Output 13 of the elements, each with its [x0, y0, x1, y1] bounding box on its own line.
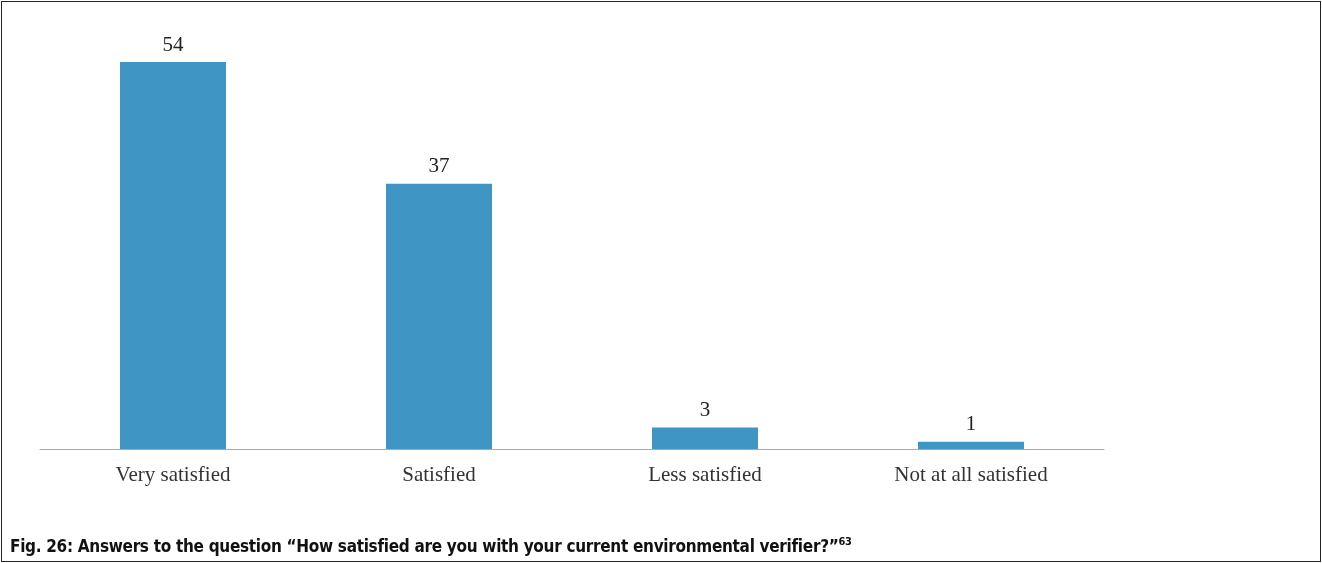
- data-label: 1: [965, 411, 977, 436]
- x-tick-label: Not at all satisfied: [894, 461, 1049, 486]
- x-tick-label: Satisfied: [402, 461, 477, 486]
- bar: [652, 427, 758, 449]
- data-label: 37: [428, 153, 450, 178]
- bar: [918, 441, 1024, 449]
- x-tick-label: Less satisfied: [648, 461, 763, 486]
- data-label: 3: [699, 397, 711, 421]
- bar: [120, 62, 226, 449]
- caption: Fig. 26: Answers to the question “How satisfied are you with your current environmental verifier?”$^{63}$: [10, 535, 852, 556]
- bar: [386, 183, 492, 449]
- data-label: 54: [162, 31, 184, 56]
- x-tick-label: Very satisfied: [115, 461, 231, 486]
